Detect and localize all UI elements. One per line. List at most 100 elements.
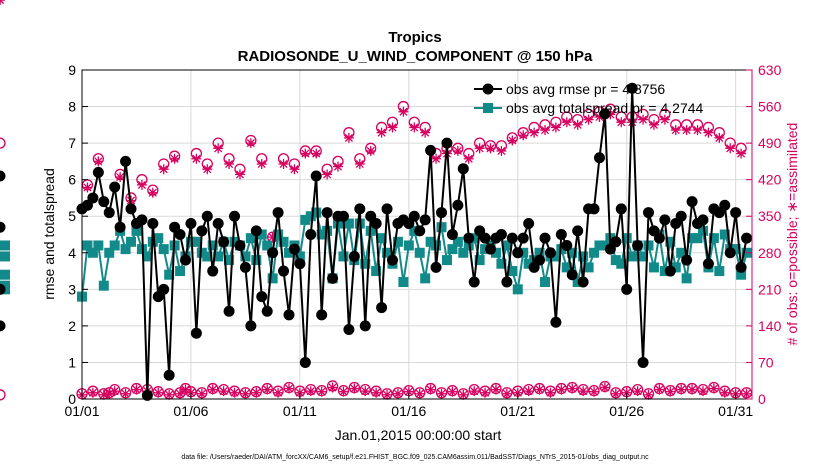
asterisk-stroke xyxy=(350,384,359,393)
data-point xyxy=(670,262,681,273)
data-point xyxy=(0,269,10,280)
footer-data-file: data file: /Users/raeder/DAI/ATM_forcXX/… xyxy=(181,454,649,461)
data-point xyxy=(267,247,279,259)
asterisk-stroke xyxy=(148,188,157,197)
data-point xyxy=(207,265,219,277)
y-right-tick-label: 280 xyxy=(758,245,782,261)
asterisk-stroke xyxy=(415,389,424,398)
data-point xyxy=(141,389,153,401)
data-point xyxy=(687,384,698,395)
data-point xyxy=(469,386,480,397)
y-right-tick-label: 630 xyxy=(758,62,782,78)
data-point xyxy=(615,203,627,215)
data-point xyxy=(599,240,610,251)
asterisk-stroke xyxy=(399,107,408,116)
asterisk-stroke xyxy=(546,388,555,397)
asterisk-stroke xyxy=(535,385,544,394)
data-point xyxy=(273,229,284,240)
data-point xyxy=(322,169,333,180)
asterisk-stroke xyxy=(633,387,642,396)
data-point xyxy=(425,384,436,395)
asterisk-stroke xyxy=(159,165,168,174)
data-point xyxy=(262,384,273,395)
data-point xyxy=(0,137,6,149)
data-point xyxy=(224,255,235,266)
data-point xyxy=(299,356,311,368)
data-point xyxy=(87,387,98,398)
data-point xyxy=(175,266,186,277)
data-point xyxy=(316,229,327,240)
asterisk-stroke xyxy=(241,389,250,398)
data-point xyxy=(370,218,382,230)
data-point xyxy=(702,258,714,270)
data-point xyxy=(125,203,137,215)
data-point xyxy=(561,117,572,128)
data-point xyxy=(593,152,605,164)
data-point xyxy=(474,143,485,154)
asterisk-stroke xyxy=(170,154,179,163)
asterisk-stroke xyxy=(110,387,119,396)
data-point xyxy=(229,387,240,398)
data-point xyxy=(501,240,512,251)
asterisk-stroke xyxy=(132,385,141,394)
y-right-tick-label: 70 xyxy=(758,354,774,370)
asterisk-stroke xyxy=(464,154,473,163)
data-point xyxy=(675,210,687,222)
data-point xyxy=(403,240,414,251)
y-tick-label: 5 xyxy=(68,208,76,224)
asterisk-stroke xyxy=(600,383,609,392)
legend: obs avg rmse pr = 4.8756 obs avg totalsp… xyxy=(474,81,704,116)
data-point xyxy=(109,386,120,397)
data-point xyxy=(686,196,698,208)
data-point xyxy=(664,265,676,277)
y-axis-right: 0 70 140 210 280 350 420 490 560 630 xyxy=(746,62,782,407)
y-tick-label: 3 xyxy=(68,281,76,297)
data-point xyxy=(436,222,447,233)
data-point xyxy=(294,251,305,262)
data-point xyxy=(610,236,622,248)
data-point xyxy=(240,388,251,399)
data-point xyxy=(245,138,256,149)
asterisk-stroke xyxy=(186,388,196,397)
asterisk-stroke xyxy=(355,159,364,169)
data-point xyxy=(300,214,311,225)
data-point xyxy=(408,210,420,222)
data-point xyxy=(234,239,246,251)
data-point xyxy=(643,389,654,400)
legend-spread-marker xyxy=(483,103,493,113)
x-tick-label: 01/31 xyxy=(718,403,753,419)
data-point xyxy=(126,236,137,247)
data-point xyxy=(327,272,339,284)
y-right-tick-label: 490 xyxy=(758,135,782,151)
data-point xyxy=(420,273,431,284)
data-point xyxy=(115,172,126,183)
asterisk-stroke xyxy=(333,162,343,171)
data-point xyxy=(714,266,725,277)
data-point xyxy=(365,145,376,156)
data-point xyxy=(708,233,719,244)
data-point xyxy=(719,387,730,398)
data-point xyxy=(419,214,431,226)
data-point xyxy=(550,122,561,133)
data-point xyxy=(479,232,491,244)
data-point xyxy=(201,210,213,222)
data-point xyxy=(213,251,224,262)
data-point xyxy=(523,218,535,230)
data-point xyxy=(610,388,621,399)
data-point xyxy=(463,153,474,164)
data-point xyxy=(512,284,523,295)
data-point xyxy=(431,240,442,251)
data-point xyxy=(202,164,213,175)
data-point xyxy=(251,387,262,398)
data-point xyxy=(741,232,753,244)
data-point xyxy=(158,283,170,295)
asterisk-stroke xyxy=(421,128,430,137)
data-point xyxy=(305,211,316,222)
asterisk-stroke xyxy=(666,387,675,396)
data-point xyxy=(431,153,442,164)
data-point xyxy=(207,384,218,395)
data-point xyxy=(343,324,355,336)
asterisk-stroke xyxy=(611,389,620,398)
asterisk-stroke xyxy=(524,387,533,396)
y-tick-label: 6 xyxy=(68,172,76,188)
